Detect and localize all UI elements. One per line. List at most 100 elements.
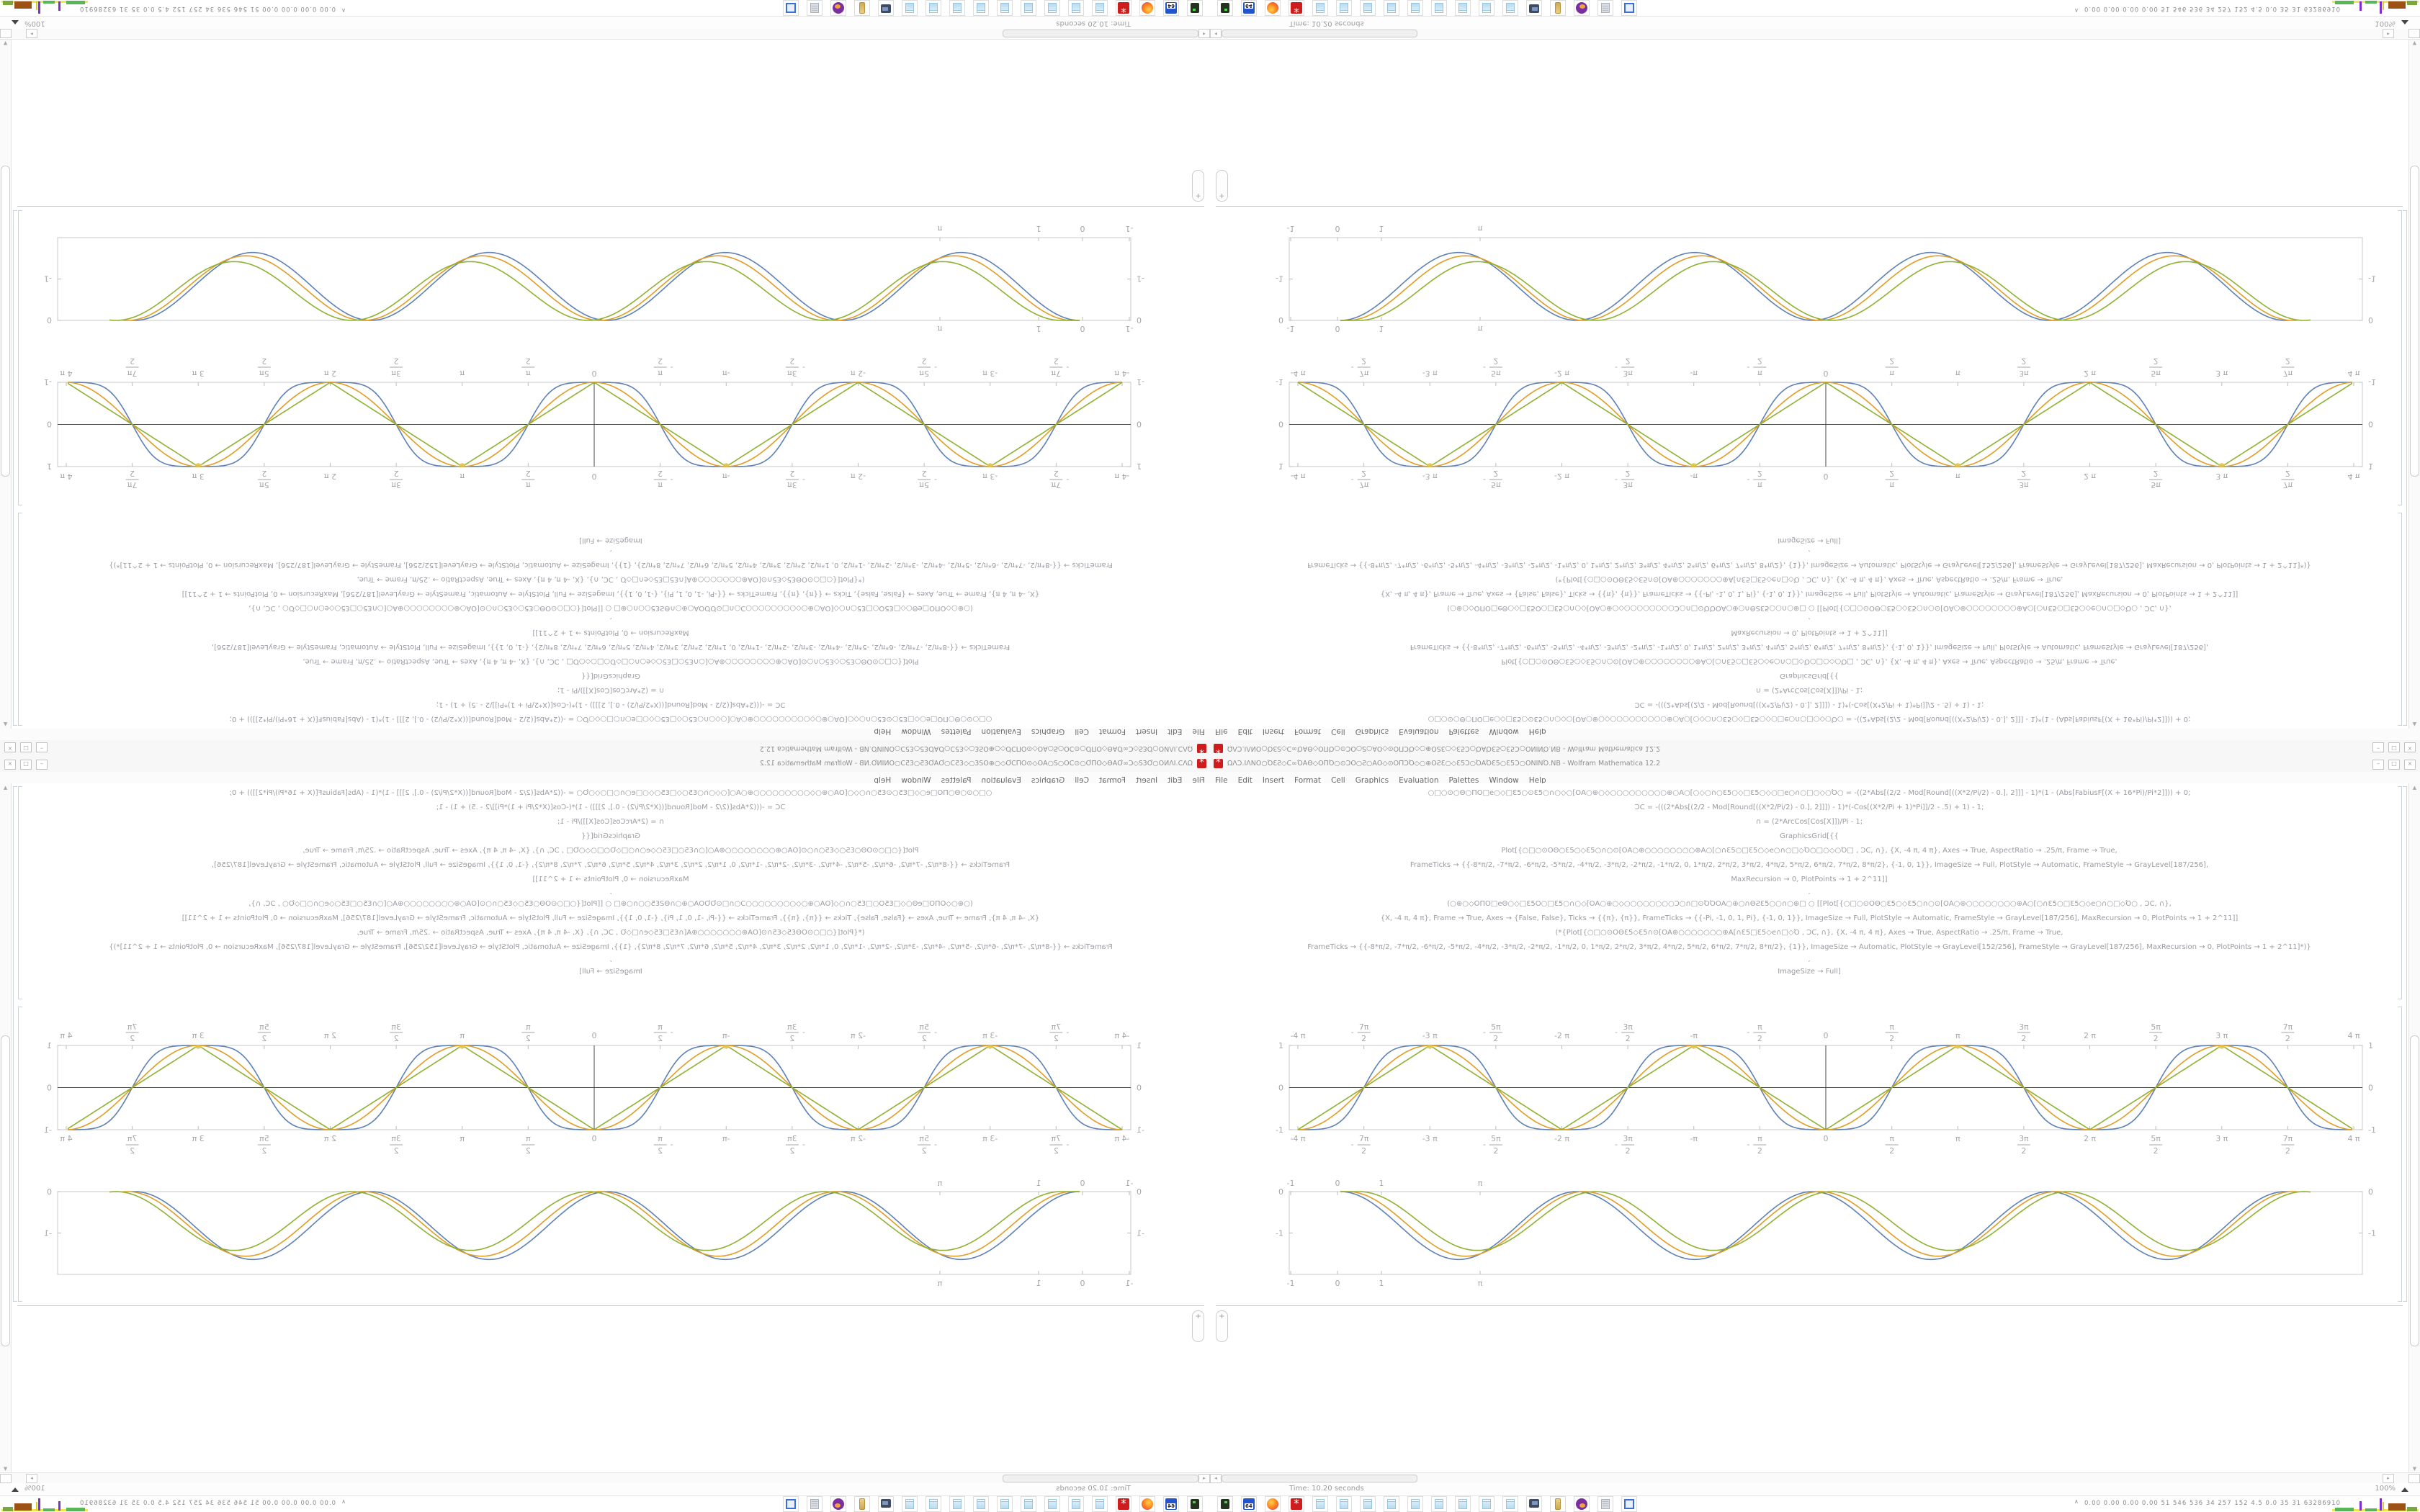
magnification-dropdown-icon[interactable] (12, 20, 19, 24)
taskbar-notepad-icon[interactable] (1407, 0, 1423, 16)
taskbar-folder-icon[interactable] (854, 1496, 870, 1512)
taskbar-notepad-icon[interactable] (1431, 1496, 1447, 1512)
scroll-left-icon[interactable]: ◂ (1210, 29, 1222, 38)
taskbar-mathematica-icon[interactable] (1116, 1496, 1131, 1512)
code-line[interactable]: (○⊕○◇ΟΠΟ□eΘ○◇□Ɛ5Ο○□Ɛ5○∩○◇[ΟΑ○⊕○◇○○○○○○○○… (1447, 900, 2172, 908)
scroll-right-icon[interactable]: ▸ (26, 29, 37, 38)
taskbar-document-scroll-icon[interactable] (807, 1496, 823, 1512)
taskbar-notepad-icon[interactable] (1384, 0, 1399, 16)
taskbar-notepad-icon[interactable] (1021, 0, 1036, 16)
taskbar-folder-icon[interactable] (854, 0, 870, 16)
scroll-left-icon[interactable]: ◂ (1198, 29, 1210, 38)
scroll-corner-box[interactable] (0, 29, 12, 38)
cell-insert-plus-button[interactable]: + (1192, 1310, 1204, 1342)
tray-chevron-icon[interactable]: ∧ (2074, 1498, 2079, 1505)
input-code-cell[interactable]: ○□○⊙○Θ○ΠΟ□e○◇□Ɛ5○⊙Ɛ5○∩○◇○[ΟΑ○⊕○◇○○○○○○○○… (1210, 786, 2408, 979)
tray-chevron-icon[interactable]: ∧ (341, 7, 346, 14)
taskbar-purple-owl-app-icon[interactable] (830, 1496, 846, 1512)
taskbar-notepad-icon[interactable] (926, 1496, 941, 1512)
magnification-dropdown-icon[interactable] (2401, 1488, 2408, 1492)
taskbar-folder-icon[interactable] (1550, 1496, 1566, 1512)
maximize-button[interactable]: □ (2388, 742, 2400, 752)
cell-bracket-input[interactable] (2398, 513, 2402, 726)
cell-bracket-output[interactable] (18, 1007, 22, 1302)
taskbar-notepad-icon[interactable] (1360, 1496, 1376, 1512)
code-line[interactable]: FrameTicks → {{-8*π/2, -7*π/2, -6*π/2, -… (1410, 861, 2209, 869)
cell-bracket-output[interactable] (18, 210, 22, 505)
window-titlebar[interactable]: ΩΛƆ.ΙΛΝΟ○ΌƐƧ◇C∞ΌΑΘ◇ΟΠΌ○⊙ƆΟ○Ƨ○ΑΟ◇⊙ΟΠƆΌ◇○⊕… (0, 739, 1210, 756)
taskbar-purple-owl-app-icon[interactable] (1574, 1496, 1590, 1512)
code-line[interactable]: , (1808, 956, 1811, 963)
taskbar-floppy-64-icon[interactable] (1241, 0, 1257, 16)
vertical-scroll-thumb[interactable] (2410, 1035, 2419, 1346)
menu-help[interactable]: Help (1528, 776, 1546, 785)
notebook-area[interactable]: ○□○⊙○Θ○ΠΟ□e○◇□Ɛ5○⊙Ɛ5○∩○◇○[ΟΑ○⊕○◇○○○○○○○○… (1210, 29, 2408, 729)
menu-cell[interactable]: Cell (1331, 776, 1345, 785)
taskbar-notepad-icon[interactable] (1455, 1496, 1471, 1512)
code-line[interactable]: MaxRecursion → 0, PlotPoints → 1 + 2^11]… (1731, 876, 1888, 883)
scroll-corner-box[interactable] (0, 1474, 12, 1483)
taskbar-blue-window-icon[interactable] (783, 0, 799, 16)
tray-chevron-icon[interactable]: ∧ (2074, 7, 2079, 14)
taskbar-notepad-icon[interactable] (1312, 0, 1328, 16)
taskbar-notepad-icon[interactable] (1502, 1496, 1518, 1512)
close-button[interactable]: × (4, 760, 16, 770)
scroll-up-icon[interactable]: ▲ (3, 721, 8, 727)
taskbar-notepad-icon[interactable] (926, 0, 941, 16)
taskbar-firefox-icon[interactable] (1139, 1496, 1155, 1512)
horizontal-scrollbar[interactable]: ◂ ▸ (0, 29, 1210, 40)
taskbar-cartridge-app-icon[interactable] (1187, 1496, 1203, 1512)
code-line[interactable]: ○□○⊙○Θ○ΠΟ□e○◇□Ɛ5○⊙Ɛ5○∩○◇○[ΟΑ○⊕○◇○○○○○○○○… (1428, 789, 2191, 797)
taskbar-notepad-icon[interactable] (1479, 1496, 1494, 1512)
minimize-button[interactable]: – (2372, 760, 2384, 770)
cell-insert-plus-button[interactable]: + (1216, 1310, 1228, 1342)
menu-file[interactable]: File (1215, 776, 1228, 785)
scroll-corner-box[interactable] (2408, 29, 2420, 38)
taskbar-folder-icon[interactable] (1550, 0, 1566, 16)
scroll-left-icon[interactable]: ◂ (1198, 1474, 1210, 1483)
taskbar-notepad-icon[interactable] (902, 1496, 918, 1512)
notebook-area[interactable]: ○□○⊙○Θ○ΠΟ□e○◇□Ɛ5○⊙Ɛ5○∩○◇○[ΟΑ○⊕○◇○○○○○○○○… (12, 783, 1210, 1483)
menu-insert[interactable]: Insert (1262, 776, 1285, 785)
taskbar-firefox-icon[interactable] (1265, 0, 1281, 16)
magnification-level[interactable]: 100% (2375, 1485, 2396, 1493)
taskbar-monitor-app-icon[interactable] (878, 1496, 894, 1512)
taskbar-notepad-icon[interactable] (902, 0, 918, 16)
maximize-button[interactable]: □ (20, 742, 32, 752)
taskbar-notepad-icon[interactable] (1044, 1496, 1060, 1512)
menu-palettes[interactable]: Palettes (1448, 776, 1479, 785)
window-titlebar[interactable]: ΩΛƆ.ΙΛΝΟ○ΌƐƧ◇C∞ΌΑΘ◇ΟΠΌ○⊙ƆΟ○Ƨ○ΑΟ◇⊙ΟΠƆΌ◇○⊕… (1210, 756, 2420, 773)
taskbar-notepad-icon[interactable] (997, 1496, 1013, 1512)
window-titlebar[interactable]: ΩΛƆ.ΙΛΝΟ○ΌƐƧ◇C∞ΌΑΘ◇ΟΠΌ○⊙ƆΟ○Ƨ○ΑΟ◇⊙ΟΠƆΌ◇○⊕… (0, 756, 1210, 773)
cell-bracket-output[interactable] (2398, 1007, 2402, 1302)
scroll-right-icon[interactable]: ▸ (2383, 29, 2394, 38)
cell-bracket-input[interactable] (18, 786, 22, 999)
taskbar-notepad-icon[interactable] (973, 0, 989, 16)
vertical-scrollbar[interactable]: ▲ ▼ (0, 39, 12, 729)
taskbar-notepad-icon[interactable] (1068, 0, 1084, 16)
cell-insertion-line[interactable] (1216, 206, 2403, 207)
taskbar-monitor-app-icon[interactable] (878, 0, 894, 16)
code-line[interactable]: (*{Plot[{○□○⊙ΟΘƐ5◇Ɛ5∩⊙[ΟΑ⊕○○○○○○○⊕Α[∩Ɛ5□… (1555, 929, 2063, 937)
scroll-right-icon[interactable]: ▸ (2383, 1474, 2394, 1483)
cell-insert-plus-button[interactable]: + (1216, 170, 1228, 202)
taskbar-notepad-icon[interactable] (1312, 1496, 1328, 1512)
cell-bracket-input[interactable] (18, 513, 22, 726)
taskbar-floppy-64-icon[interactable] (1163, 1496, 1179, 1512)
magnification-level[interactable]: 100% (24, 19, 45, 27)
taskbar-document-scroll-icon[interactable] (1597, 0, 1613, 16)
maximize-button[interactable]: □ (20, 760, 32, 770)
taskbar-notepad-icon[interactable] (1092, 1496, 1108, 1512)
menu-window[interactable]: Window (1489, 776, 1519, 785)
cell-insertion-line[interactable] (1216, 1305, 2403, 1306)
taskbar-notepad-icon[interactable] (1068, 1496, 1084, 1512)
taskbar-notepad-icon[interactable] (1092, 0, 1108, 16)
vertical-scrollbar[interactable]: ▲ ▼ (2408, 783, 2420, 1473)
tray-chevron-icon[interactable]: ∧ (341, 1498, 346, 1505)
cell-bracket-group[interactable] (13, 210, 17, 726)
menu-evaluation[interactable]: Evaluation (1399, 776, 1439, 785)
notebook-area[interactable]: ○□○⊙○Θ○ΠΟ□e○◇□Ɛ5○⊙Ɛ5○∩○◇○[ΟΑ○⊕○◇○○○○○○○○… (1210, 783, 2408, 1483)
taskbar-notepad-icon[interactable] (1479, 0, 1494, 16)
taskbar-blue-window-icon[interactable] (1621, 1496, 1637, 1512)
cell-insertion-line[interactable] (17, 1305, 1204, 1306)
